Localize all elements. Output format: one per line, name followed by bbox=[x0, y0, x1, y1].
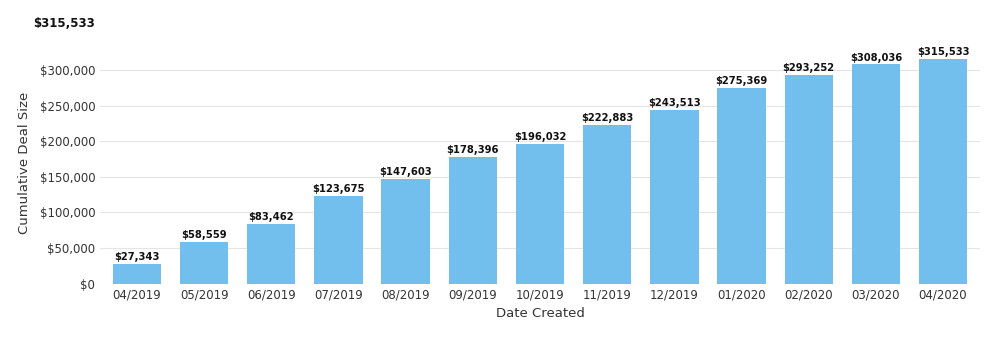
Bar bbox=[180, 242, 228, 284]
Text: $147,603: $147,603 bbox=[379, 167, 432, 177]
Bar bbox=[650, 110, 699, 284]
Bar bbox=[785, 75, 833, 284]
Bar bbox=[247, 224, 295, 284]
Bar bbox=[919, 59, 967, 284]
Bar bbox=[381, 179, 430, 284]
Text: $222,883: $222,883 bbox=[581, 113, 633, 123]
Text: $58,559: $58,559 bbox=[181, 230, 227, 240]
Bar bbox=[314, 195, 363, 284]
Text: $293,252: $293,252 bbox=[783, 63, 835, 73]
Bar bbox=[583, 125, 631, 284]
Text: $178,396: $178,396 bbox=[447, 145, 499, 155]
Text: $123,675: $123,675 bbox=[312, 184, 365, 194]
Text: $315,533: $315,533 bbox=[917, 47, 969, 57]
Bar bbox=[449, 157, 497, 284]
Y-axis label: Cumulative Deal Size: Cumulative Deal Size bbox=[18, 91, 31, 234]
Text: $315,533: $315,533 bbox=[33, 17, 95, 30]
Bar bbox=[516, 144, 564, 284]
X-axis label: Date Created: Date Created bbox=[496, 307, 584, 320]
Bar bbox=[852, 64, 900, 284]
Text: $308,036: $308,036 bbox=[850, 53, 902, 63]
Bar bbox=[717, 88, 766, 284]
Bar bbox=[113, 264, 161, 284]
Text: $83,462: $83,462 bbox=[248, 212, 294, 222]
Text: $275,369: $275,369 bbox=[715, 76, 768, 86]
Text: $243,513: $243,513 bbox=[648, 99, 701, 109]
Text: $27,343: $27,343 bbox=[114, 253, 160, 263]
Text: $196,032: $196,032 bbox=[514, 132, 566, 142]
